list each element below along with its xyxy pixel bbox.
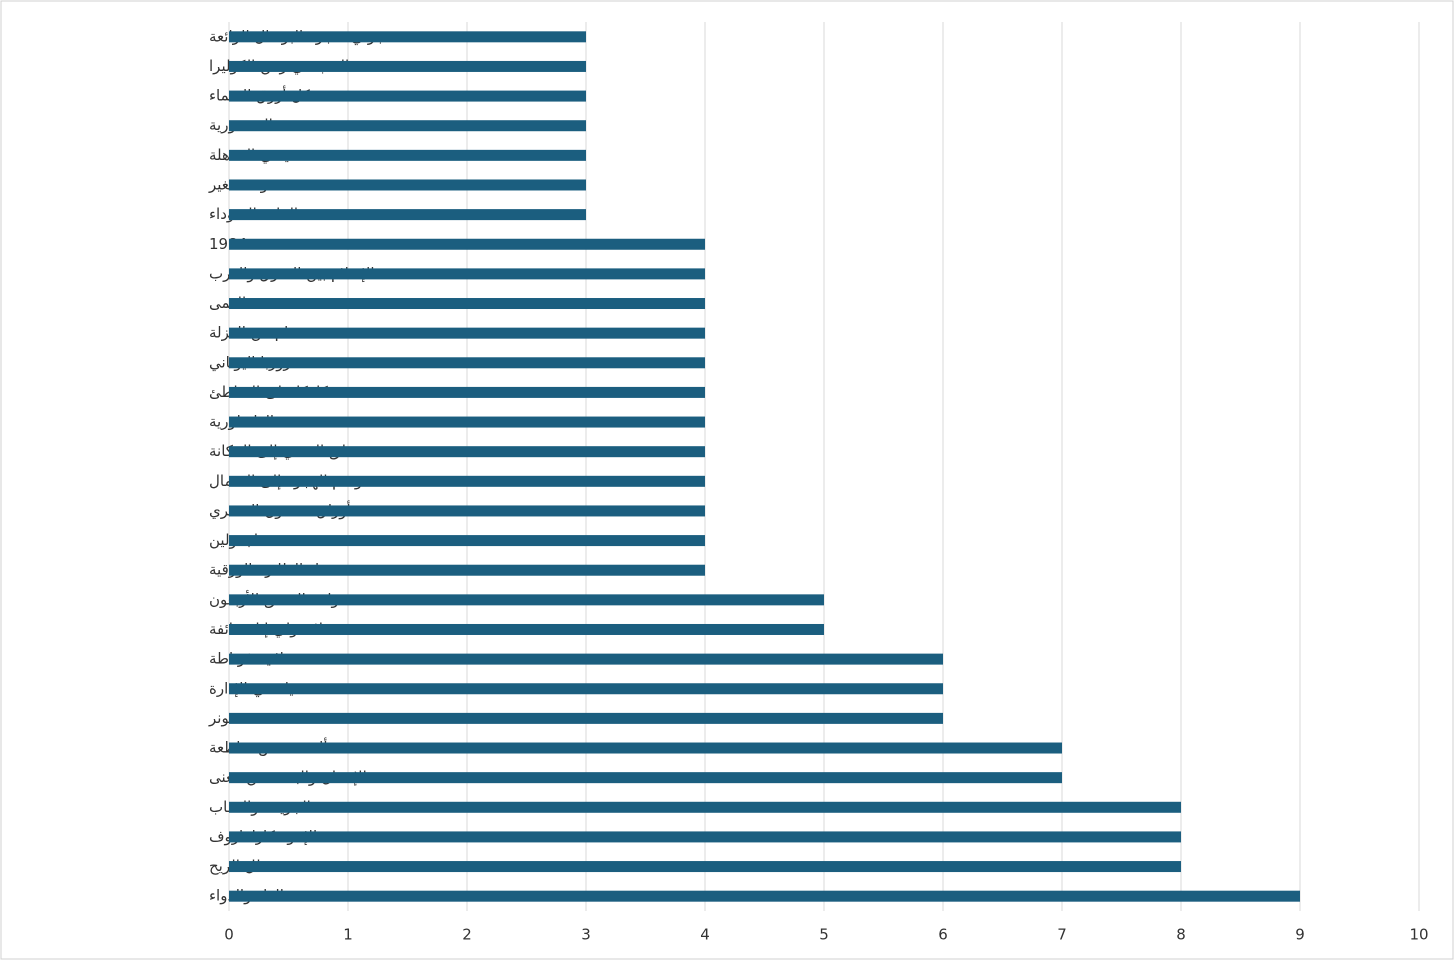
bar <box>229 149 586 161</box>
x-tick-label: 6 <box>938 926 948 944</box>
bar <box>229 357 705 369</box>
x-tick-label: 2 <box>462 926 472 944</box>
bar <box>229 416 705 428</box>
bar <box>229 653 943 665</box>
x-tick-label: 0 <box>224 926 234 944</box>
bar <box>229 327 705 339</box>
bar <box>229 386 705 398</box>
bar <box>229 861 1181 873</box>
bar <box>229 179 586 191</box>
bar <box>229 772 1062 784</box>
bar <box>229 120 586 132</box>
bar <box>229 475 705 487</box>
bar <box>229 209 586 221</box>
bar <box>229 564 705 576</box>
x-tick-label: 10 <box>1409 926 1428 944</box>
x-tick-label: 4 <box>700 926 710 944</box>
bar <box>229 505 705 517</box>
x-tick-label: 9 <box>1295 926 1305 944</box>
bar <box>229 298 705 310</box>
bar <box>229 268 705 280</box>
bar <box>229 831 1181 843</box>
bar <box>229 90 586 102</box>
x-tick-label: 1 <box>343 926 353 944</box>
bar <box>229 742 1062 754</box>
bar <box>229 712 943 724</box>
x-tick-label: 8 <box>1176 926 1186 944</box>
bar <box>229 683 943 695</box>
bar <box>229 446 705 458</box>
bar <box>229 623 824 635</box>
bar <box>229 31 586 43</box>
bar <box>229 890 1300 902</box>
bar <box>229 60 586 72</box>
bar <box>229 238 705 250</box>
x-tick-label: 3 <box>581 926 591 944</box>
x-tick-label: 5 <box>819 926 829 944</box>
bar <box>229 535 705 547</box>
bar <box>229 801 1181 813</box>
x-tick-label: 7 <box>1057 926 1067 944</box>
bar <box>229 594 824 606</box>
